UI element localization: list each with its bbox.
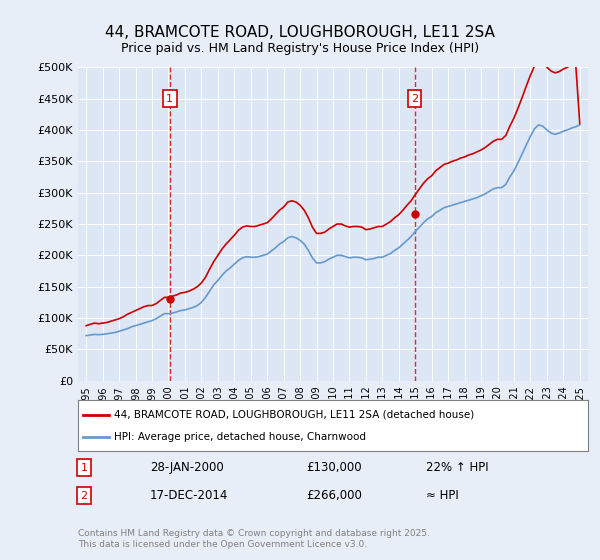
Text: £130,000: £130,000 — [306, 461, 362, 474]
Text: 17-DEC-2014: 17-DEC-2014 — [150, 489, 229, 502]
Text: 2: 2 — [411, 94, 418, 104]
Text: 1: 1 — [80, 463, 88, 473]
Text: ≈ HPI: ≈ HPI — [426, 489, 459, 502]
Text: HPI: Average price, detached house, Charnwood: HPI: Average price, detached house, Char… — [114, 432, 366, 442]
Text: 44, BRAMCOTE ROAD, LOUGHBOROUGH, LE11 2SA: 44, BRAMCOTE ROAD, LOUGHBOROUGH, LE11 2S… — [105, 25, 495, 40]
Text: Contains HM Land Registry data © Crown copyright and database right 2025.
This d: Contains HM Land Registry data © Crown c… — [78, 529, 430, 549]
Text: 28-JAN-2000: 28-JAN-2000 — [150, 461, 224, 474]
Text: Price paid vs. HM Land Registry's House Price Index (HPI): Price paid vs. HM Land Registry's House … — [121, 42, 479, 55]
Text: 1: 1 — [166, 94, 173, 104]
Text: £266,000: £266,000 — [306, 489, 362, 502]
Text: 2: 2 — [80, 491, 88, 501]
Text: 22% ↑ HPI: 22% ↑ HPI — [426, 461, 488, 474]
Text: 44, BRAMCOTE ROAD, LOUGHBOROUGH, LE11 2SA (detached house): 44, BRAMCOTE ROAD, LOUGHBOROUGH, LE11 2S… — [114, 409, 474, 419]
